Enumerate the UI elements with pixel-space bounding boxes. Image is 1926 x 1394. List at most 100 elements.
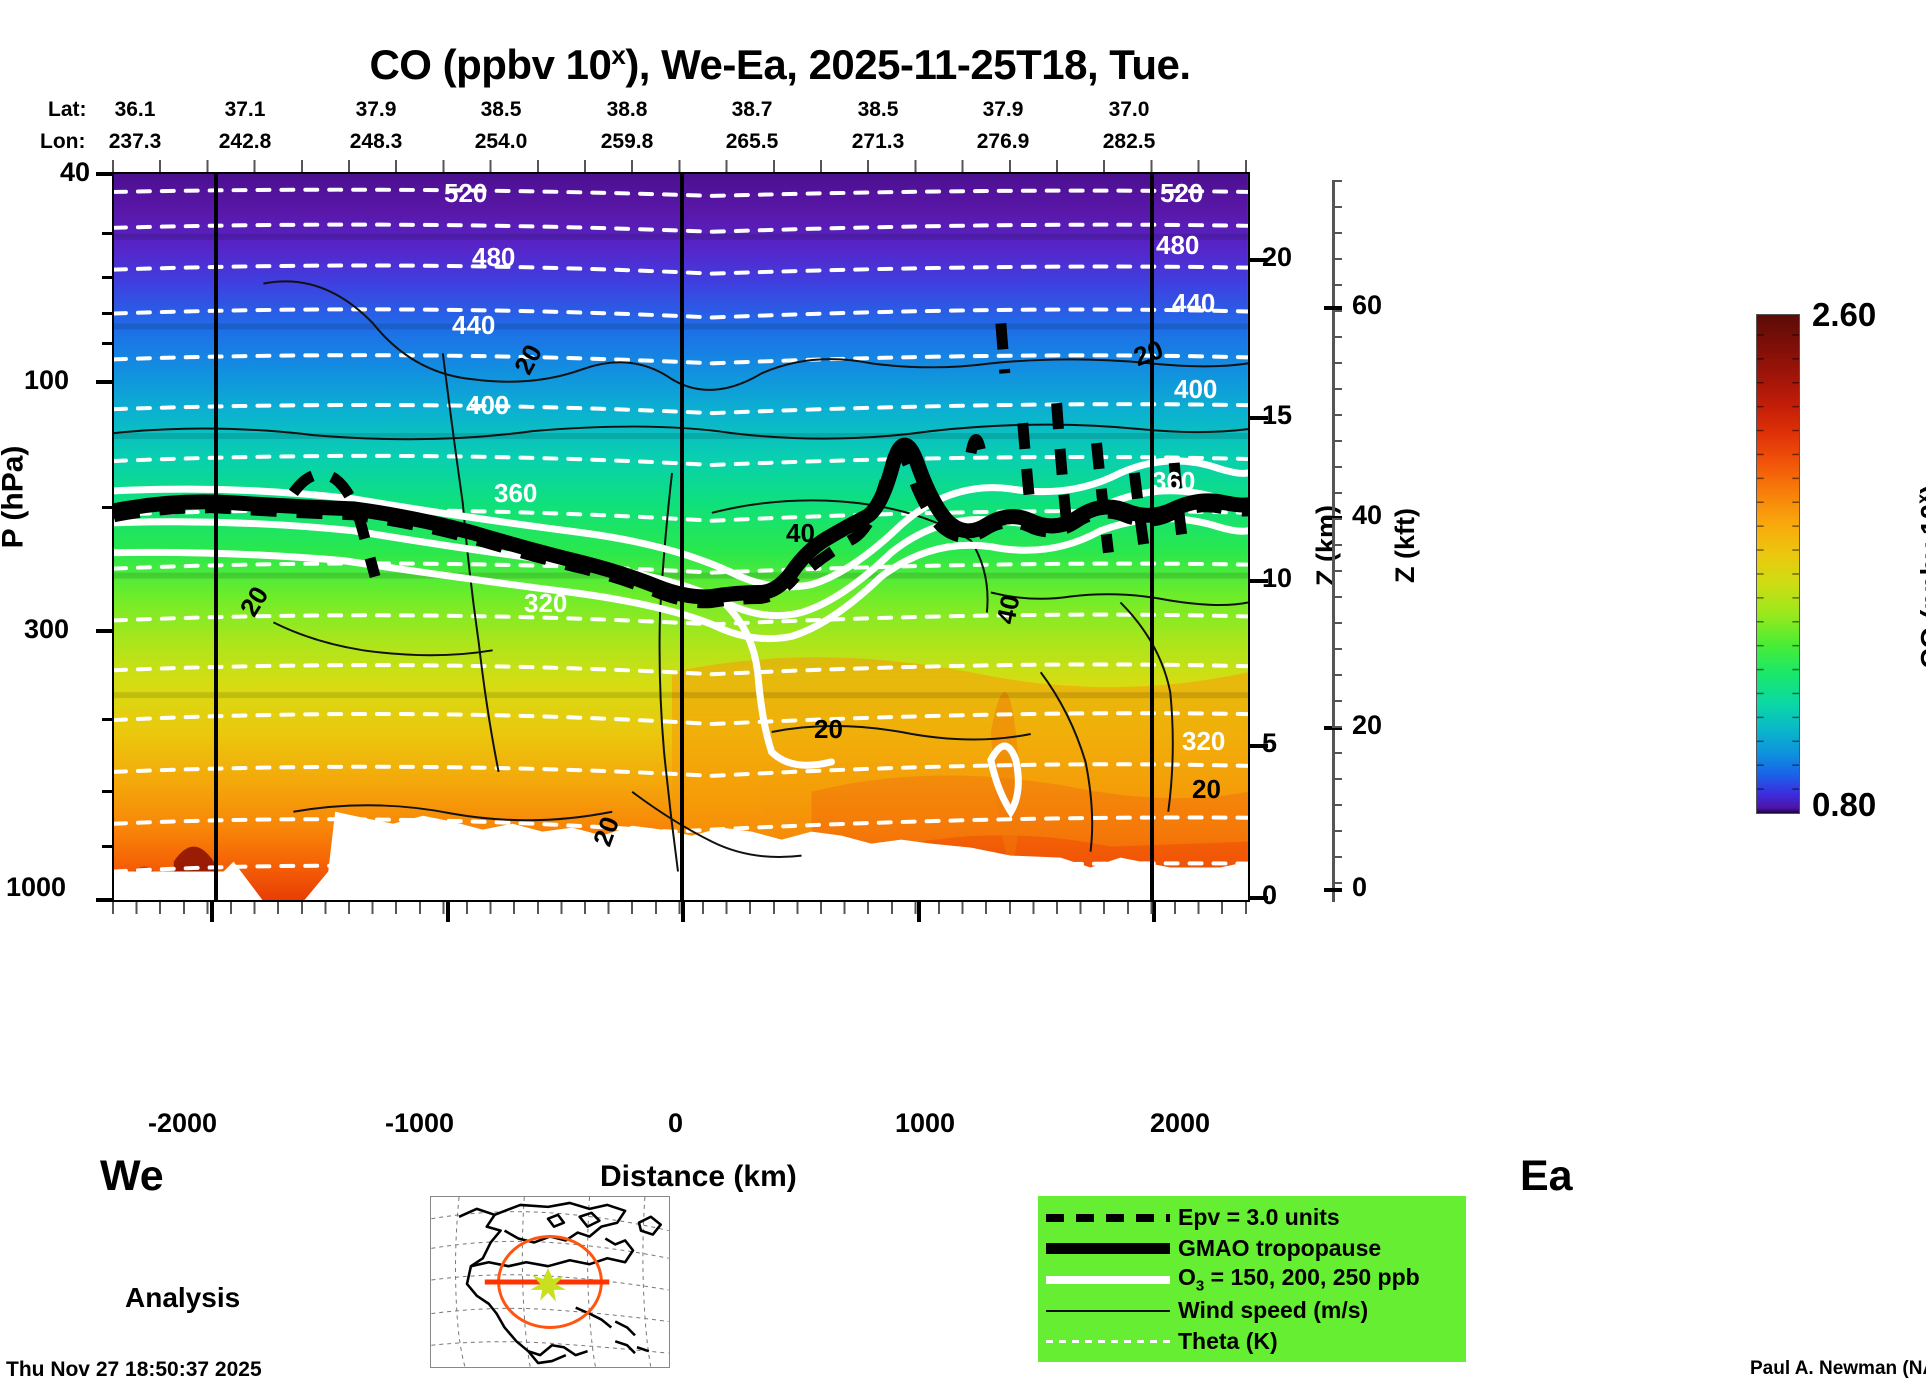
z-kft-tick-label: 40	[1352, 500, 1383, 530]
lat-value: 36.1	[114, 98, 156, 121]
x-tick-label: 1000	[895, 1108, 956, 1138]
y-axis-minor-tick	[102, 342, 114, 345]
legend-label: GMAO tropopause	[1178, 1235, 1382, 1261]
segment-divider-line	[214, 174, 218, 900]
y-axis-tick	[96, 380, 114, 384]
page-title: CO (ppbv 10x), We-Ea, 2025-11-25T18, Tue…	[0, 40, 1560, 89]
y-tick-label: 40	[60, 157, 91, 187]
y-axis-minor-tick	[102, 276, 114, 279]
legend-item-epv[interactable]: Epv = 3.0 units	[1038, 1202, 1466, 1233]
inset-location-map[interactable]	[430, 1196, 670, 1368]
segment-divider-line	[1150, 174, 1154, 900]
colorbar[interactable]	[1756, 314, 1800, 814]
colorbar-label-exponent: x	[1913, 494, 1926, 504]
z-km-tick	[1250, 744, 1268, 748]
y-axis-minor-tick	[102, 312, 114, 315]
lon-label: Lon:	[40, 130, 86, 153]
z-km-tick-label: 10	[1262, 563, 1293, 593]
lon-value: 248.3	[349, 130, 403, 153]
lon-value: 276.9	[976, 130, 1030, 153]
lon-value: 242.8	[218, 130, 272, 153]
legend-label: O3 = 150, 200, 250 ppb	[1178, 1264, 1420, 1295]
inset-map-graphic	[431, 1196, 669, 1368]
lat-value: 37.1	[224, 98, 266, 121]
lon-value: 271.3	[851, 130, 905, 153]
epv-contour	[114, 323, 1248, 609]
cross-section-plot[interactable]: 520 480 440 400 360 320 520 480 440 400 …	[112, 172, 1250, 902]
y-axis-minor-tick	[102, 845, 114, 848]
legend-item-wind[interactable]: Wind speed (m/s)	[1038, 1295, 1466, 1326]
z-km-tick	[1250, 416, 1268, 420]
theta-label: 400	[1174, 374, 1218, 404]
lat-value: 38.8	[606, 98, 648, 121]
z-kft-minor-ticks	[1332, 180, 1342, 902]
lat-value: 38.5	[857, 98, 899, 121]
latitude-row: Lat: 36.1 37.1 37.9 38.5 38.8 38.7 38.5 …	[0, 98, 1300, 124]
thin-black-line-icon	[1038, 1295, 1178, 1326]
colorbar-min-label: 0.80	[1812, 786, 1877, 823]
z-kft-tick-label: 0	[1352, 872, 1368, 902]
theta-label: 320	[1182, 726, 1226, 756]
theta-label: 440	[452, 310, 496, 340]
generation-timestamp: Thu Nov 27 18:50:37 2025	[6, 1358, 262, 1381]
theta-label: 480	[472, 242, 516, 272]
title-suffix: ), We-Ea, 2025-11-25T18, Tue.	[625, 41, 1191, 88]
theta-label: 360	[1152, 466, 1196, 496]
lon-value: 237.3	[108, 130, 162, 153]
wind-speed-label: 40	[786, 518, 815, 548]
z-kft-axis-label: Z (kft)	[1389, 508, 1420, 583]
z-kft-tick-label: 20	[1352, 710, 1383, 740]
east-end-label: Ea	[1520, 1152, 1573, 1200]
theta-label: 400	[466, 390, 510, 420]
dashed-black-line-icon	[1038, 1202, 1178, 1233]
legend-item-tropopause[interactable]: GMAO tropopause	[1038, 1233, 1466, 1264]
z-km-tick	[1250, 579, 1268, 583]
lat-value: 37.0	[1108, 98, 1150, 121]
colorbar-axis-label: CO (ppbv 10x)	[1913, 485, 1926, 669]
legend-item-ozone[interactable]: O3 = 150, 200, 250 ppb	[1038, 1264, 1466, 1295]
y-tick-label: 300	[24, 614, 70, 644]
legend-item-theta[interactable]: Theta (K)	[1038, 1326, 1466, 1357]
z-km-tick-label: 5	[1262, 728, 1278, 758]
wind-speed-label: 40	[990, 592, 1026, 627]
legend-label: Epv = 3.0 units	[1178, 1204, 1340, 1230]
theta-label: 480	[1156, 230, 1200, 260]
top-axis-minor-ticks	[112, 160, 1250, 172]
longitude-row: Lon: 237.3 242.8 248.3 254.0 259.8 265.5…	[0, 130, 1300, 156]
x-axis-label: Distance (km)	[600, 1160, 797, 1193]
lon-value: 259.8	[600, 130, 654, 153]
white-line-icon	[1038, 1264, 1178, 1295]
lat-value: 37.9	[982, 98, 1024, 121]
lon-value: 282.5	[1102, 130, 1156, 153]
thick-black-line-icon	[1038, 1233, 1178, 1264]
y-tick-label: 100	[24, 365, 70, 395]
z-km-tick-label: 0	[1262, 880, 1278, 910]
y-axis-tick	[96, 172, 114, 176]
location-star-icon	[530, 1268, 566, 1302]
z-km-tick	[1250, 258, 1268, 262]
theta-label: 440	[1172, 288, 1216, 318]
lon-value: 254.0	[474, 130, 528, 153]
white-dotted-line-icon	[1038, 1326, 1178, 1357]
theta-label: 520	[444, 178, 488, 208]
gmao-tropopause-line	[114, 437, 1248, 605]
x-axis-minor-ticks	[112, 902, 1250, 914]
wind-speed-label: 20	[1192, 774, 1221, 804]
x-tick-label: -1000	[385, 1108, 455, 1138]
legend-box[interactable]: Epv = 3.0 units GMAO tropopause O3 = 150…	[1038, 1196, 1466, 1362]
y-axis-label: P (hPa)	[0, 445, 30, 549]
title-exponent: x	[611, 40, 626, 70]
y-axis-minor-tick	[102, 232, 114, 235]
wind-speed-contours	[114, 280, 1248, 872]
lat-value: 38.5	[480, 98, 522, 121]
legend-label: Wind speed (m/s)	[1178, 1297, 1369, 1323]
lat-value: 38.7	[731, 98, 773, 121]
data-source-label: Analysis	[125, 1282, 241, 1313]
colorbar-label-prefix: CO (ppbv 10	[1914, 503, 1926, 669]
colorbar-max-label: 2.60	[1812, 296, 1877, 333]
author-credit: Paul A. Newman (NASA	[1750, 1358, 1926, 1379]
z-km-tick-label: 15	[1262, 400, 1293, 430]
z-km-tick	[1250, 896, 1268, 900]
y-axis-minor-tick	[102, 506, 114, 509]
theta-label: 520	[1160, 178, 1204, 208]
